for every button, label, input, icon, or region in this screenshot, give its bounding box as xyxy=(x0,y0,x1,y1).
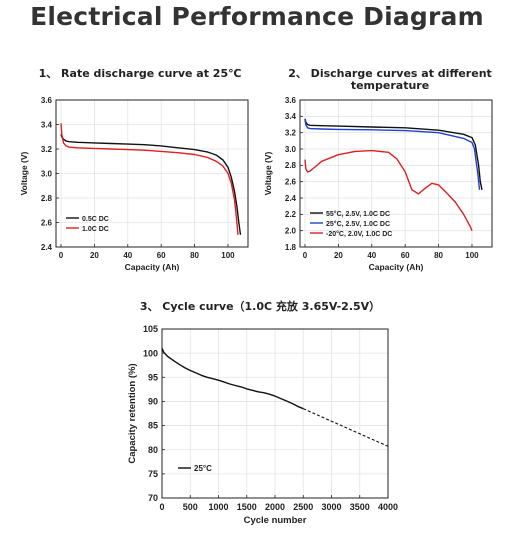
page-title: Electrical Performance Diagram xyxy=(30,2,484,31)
legend-label: 0.5C DC xyxy=(82,216,109,223)
y-tick-label: 105 xyxy=(143,324,158,334)
x-tick-label: 60 xyxy=(157,251,166,260)
y-axis-label: Voltage (V) xyxy=(19,151,29,195)
x-axis-label: Cycle number xyxy=(244,515,307,526)
series-line xyxy=(304,119,481,190)
chart-title-rate: 1、 Rate discharge curve at 25℃ xyxy=(38,67,242,80)
x-tick-label: 3000 xyxy=(321,502,341,512)
y-tick-label: 3.6 xyxy=(285,96,297,105)
y-tick-label: 3.0 xyxy=(41,169,53,178)
series-line xyxy=(304,118,483,190)
y-tick-label: 2.2 xyxy=(285,210,297,219)
y-tick-label: 2.8 xyxy=(285,161,297,170)
y-tick-label: 85 xyxy=(148,421,158,431)
x-tick-label: 80 xyxy=(190,251,199,260)
x-tick-label: 100 xyxy=(221,251,235,260)
chart-title-cycle: 3、 Cycle curve（1.0C 充放 3.65V-2.5V） xyxy=(139,300,381,313)
x-tick-label: 0 xyxy=(59,251,64,260)
x-tick-label: 40 xyxy=(123,251,132,260)
y-tick-label: 70 xyxy=(148,493,158,503)
x-tick-label: 1500 xyxy=(237,502,257,512)
series-line xyxy=(303,408,389,447)
series-line xyxy=(60,134,242,235)
x-tick-label: 500 xyxy=(183,502,198,512)
y-axis-label: Capacity retention (%) xyxy=(127,363,138,463)
legend-label: -20°C, 2.0V, 1.0C DC xyxy=(326,230,392,238)
series-line xyxy=(161,348,304,410)
x-tick-label: 0 xyxy=(303,251,308,260)
x-axis-label: Capacity (Ah) xyxy=(369,262,424,272)
x-tick-label: 20 xyxy=(90,251,99,260)
y-tick-label: 75 xyxy=(148,469,158,479)
plot-frame xyxy=(299,99,493,248)
y-tick-label: 3.4 xyxy=(41,120,53,129)
y-tick-label: 2.6 xyxy=(41,218,53,227)
legend-label: 25°C xyxy=(194,464,212,473)
y-tick-label: 2.4 xyxy=(41,243,53,252)
legend-label: 25°C, 2.5V, 1.0C DC xyxy=(326,220,390,228)
chart-rate: 0 20 40 60 80 100 2.4 2.6 2.8 3.0 3.2 3.4 3.6 Capacit… xyxy=(19,96,249,272)
x-tick-label: 100 xyxy=(465,251,479,260)
y-tick-label: 2.8 xyxy=(41,194,53,203)
x-tick-label: 40 xyxy=(367,251,376,260)
y-tick-label: 95 xyxy=(148,372,158,382)
series-line xyxy=(60,123,239,235)
legend-label: 55°C, 2.5V, 1.0C DC xyxy=(326,210,390,218)
y-tick-label: 3.0 xyxy=(285,145,297,154)
x-tick-label: 2000 xyxy=(265,502,285,512)
y-tick-label: 100 xyxy=(143,348,158,358)
x-tick-label: 4000 xyxy=(378,502,398,512)
legend-label: 1.0C DC xyxy=(82,226,109,233)
x-tick-label: 0 xyxy=(159,502,164,512)
y-tick-label: 3.6 xyxy=(41,96,53,105)
y-tick-label: 2.0 xyxy=(285,226,297,235)
chart-title-temperature: 2、 Discharge curves at different tempera… xyxy=(288,67,492,92)
y-tick-label: 3.4 xyxy=(285,112,297,121)
x-tick-label: 2500 xyxy=(293,502,313,512)
y-tick-label: 3.2 xyxy=(285,128,297,137)
y-tick-label: 1.8 xyxy=(285,243,297,252)
y-tick-label: 2.6 xyxy=(285,177,297,186)
series-line xyxy=(304,149,473,231)
x-tick-label: 1000 xyxy=(208,502,228,512)
y-tick-label: 2.4 xyxy=(285,194,297,203)
y-tick-label: 80 xyxy=(148,445,158,455)
x-axis-label: Capacity (Ah) xyxy=(125,262,180,272)
x-tick-label: 20 xyxy=(334,251,343,260)
y-tick-label: 90 xyxy=(148,397,158,407)
chart-cycle: 0 500 1000 1500 2000 2500 3000 3500 4000 70 75 80 85… xyxy=(127,324,398,526)
x-tick-label: 60 xyxy=(401,251,410,260)
y-axis-label: Voltage (V) xyxy=(263,151,273,195)
x-tick-label: 3500 xyxy=(350,502,370,512)
chart-temperature: 0 20 40 60 80 100 1.8 2.0 2.2 2.4 2.6 2.8 3.0 3.2 3.4 3… xyxy=(263,96,493,272)
y-tick-label: 3.2 xyxy=(41,145,53,154)
x-tick-label: 80 xyxy=(434,251,443,260)
